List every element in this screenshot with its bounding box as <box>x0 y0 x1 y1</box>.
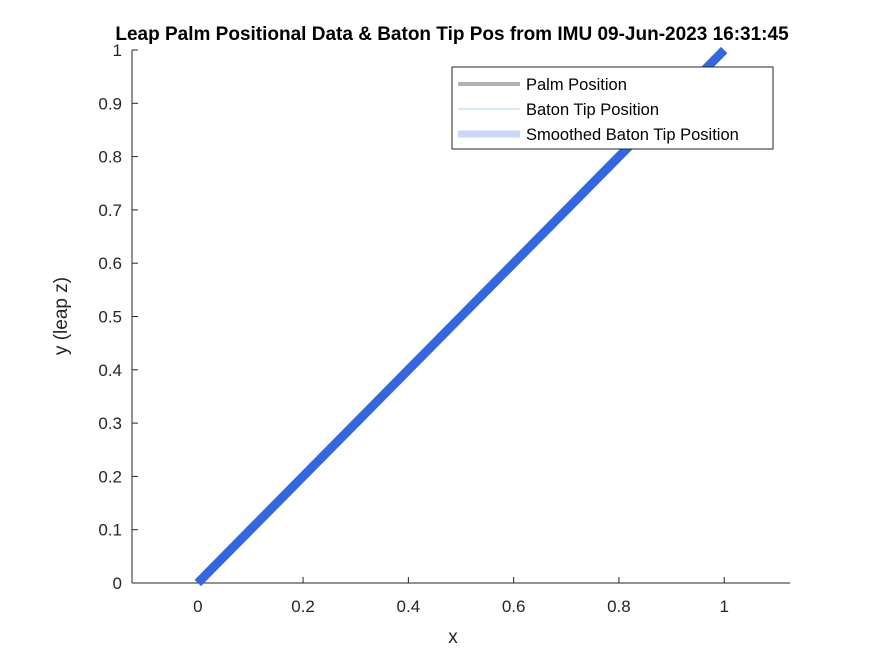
chart-title: Leap Palm Positional Data & Baton Tip Po… <box>115 24 789 45</box>
y-axis: 0 0.1 0.2 0.3 0.4 0.5 0.6 0.7 0.8 0.9 1 <box>98 41 138 593</box>
y-tick-label: 0.7 <box>98 201 122 220</box>
y-tick-label: 1 <box>113 41 122 60</box>
x-tick-label: 1 <box>719 597 728 616</box>
y-tick-label: 0.5 <box>98 308 122 327</box>
y-tick-label: 0.9 <box>98 94 122 113</box>
y-axis-label: y (leap z) <box>51 277 72 355</box>
x-tick-label: 0.4 <box>397 597 421 616</box>
y-tick-label: 0.4 <box>98 361 122 380</box>
x-axis: 0 0.2 0.4 0.6 0.8 1 <box>132 577 790 616</box>
legend-entry: Smoothed Baton Tip Position <box>526 126 739 144</box>
y-tick-label: 0.8 <box>98 148 122 167</box>
y-tick-label: 0 <box>113 574 122 593</box>
legend: Palm Position Baton Tip Position Smoothed … <box>451 66 774 150</box>
y-tick-label: 0.3 <box>98 414 122 433</box>
x-axis-label: x <box>448 627 458 648</box>
x-tick-label: 0.2 <box>291 597 315 616</box>
x-tick-label: 0.8 <box>607 597 631 616</box>
y-tick-label: 0.1 <box>98 521 122 540</box>
legend-entry: Baton Tip Position <box>526 101 659 119</box>
x-tick-label: 0 <box>193 597 202 616</box>
legend-entry: Palm Position <box>526 76 627 94</box>
x-tick-label: 0.6 <box>502 597 526 616</box>
y-tick-label: 0.2 <box>98 467 122 486</box>
y-tick-label: 0.6 <box>98 254 122 273</box>
